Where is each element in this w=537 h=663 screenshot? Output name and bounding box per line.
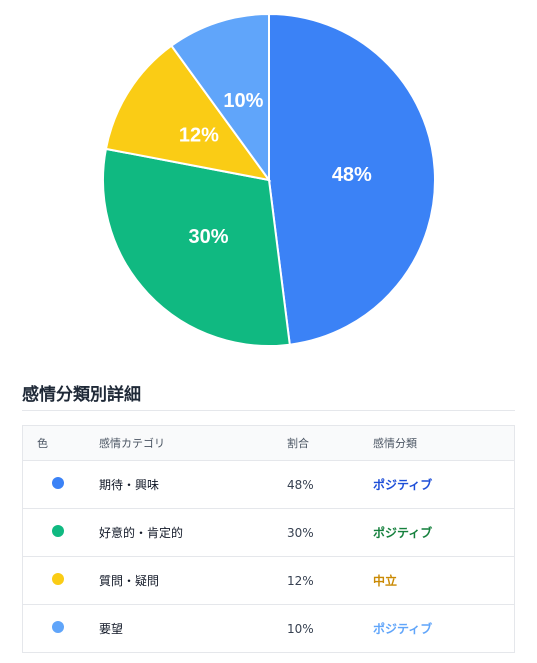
emotion-table: 色 感情カテゴリ 割合 感情分類 期待・興味 48% ポジティブ 好意的・肯定的… <box>22 425 515 653</box>
sentiment-cell: ポジティブ <box>373 526 433 540</box>
color-dot <box>52 621 64 633</box>
section-title: 感情分類別詳細 <box>22 385 141 405</box>
ratio-cell: 30% <box>287 525 314 540</box>
slice-label: 10% <box>223 90 263 112</box>
slice-label: 48% <box>332 164 372 186</box>
pie-chart: 48% 30% 12%10% <box>102 12 436 347</box>
header-ratio: 割合 <box>287 437 309 450</box>
category-cell: 好意的・肯定的 <box>99 526 184 540</box>
category-cell: 期待・興味 <box>99 478 160 492</box>
slice-label: 12% <box>179 125 219 147</box>
header-color: 色 <box>37 437 48 450</box>
ratio-cell: 12% <box>287 573 314 588</box>
table-header: 色 感情カテゴリ 割合 感情分類 <box>23 426 514 461</box>
category-cell: 質問・疑問 <box>99 574 160 588</box>
slice-label: 30% <box>188 226 228 248</box>
sentiment-cell: ポジティブ <box>373 478 433 492</box>
ratio-cell: 48% <box>287 477 314 492</box>
table-row: 好意的・肯定的 30% ポジティブ <box>23 509 514 557</box>
color-dot <box>52 525 64 537</box>
pie-slice <box>104 44 272 182</box>
title-divider <box>22 410 515 411</box>
pie-slice <box>170 12 270 184</box>
header-sentiment: 感情分類 <box>373 437 417 450</box>
pie-slice <box>102 147 291 347</box>
sentiment-cell: 中立 <box>373 574 398 588</box>
ratio-cell: 10% <box>287 621 314 636</box>
sentiment-cell: ポジティブ <box>373 622 433 636</box>
color-dot <box>52 477 64 489</box>
color-dot <box>52 573 64 585</box>
pie-slice <box>268 12 436 346</box>
table-row: 期待・興味 48% ポジティブ <box>23 461 514 509</box>
header-category: 感情カテゴリ <box>99 437 165 450</box>
category-cell: 要望 <box>99 622 124 636</box>
table-row: 要望 10% ポジティブ <box>23 605 514 652</box>
table-row: 質問・疑問 12% 中立 <box>23 557 514 605</box>
